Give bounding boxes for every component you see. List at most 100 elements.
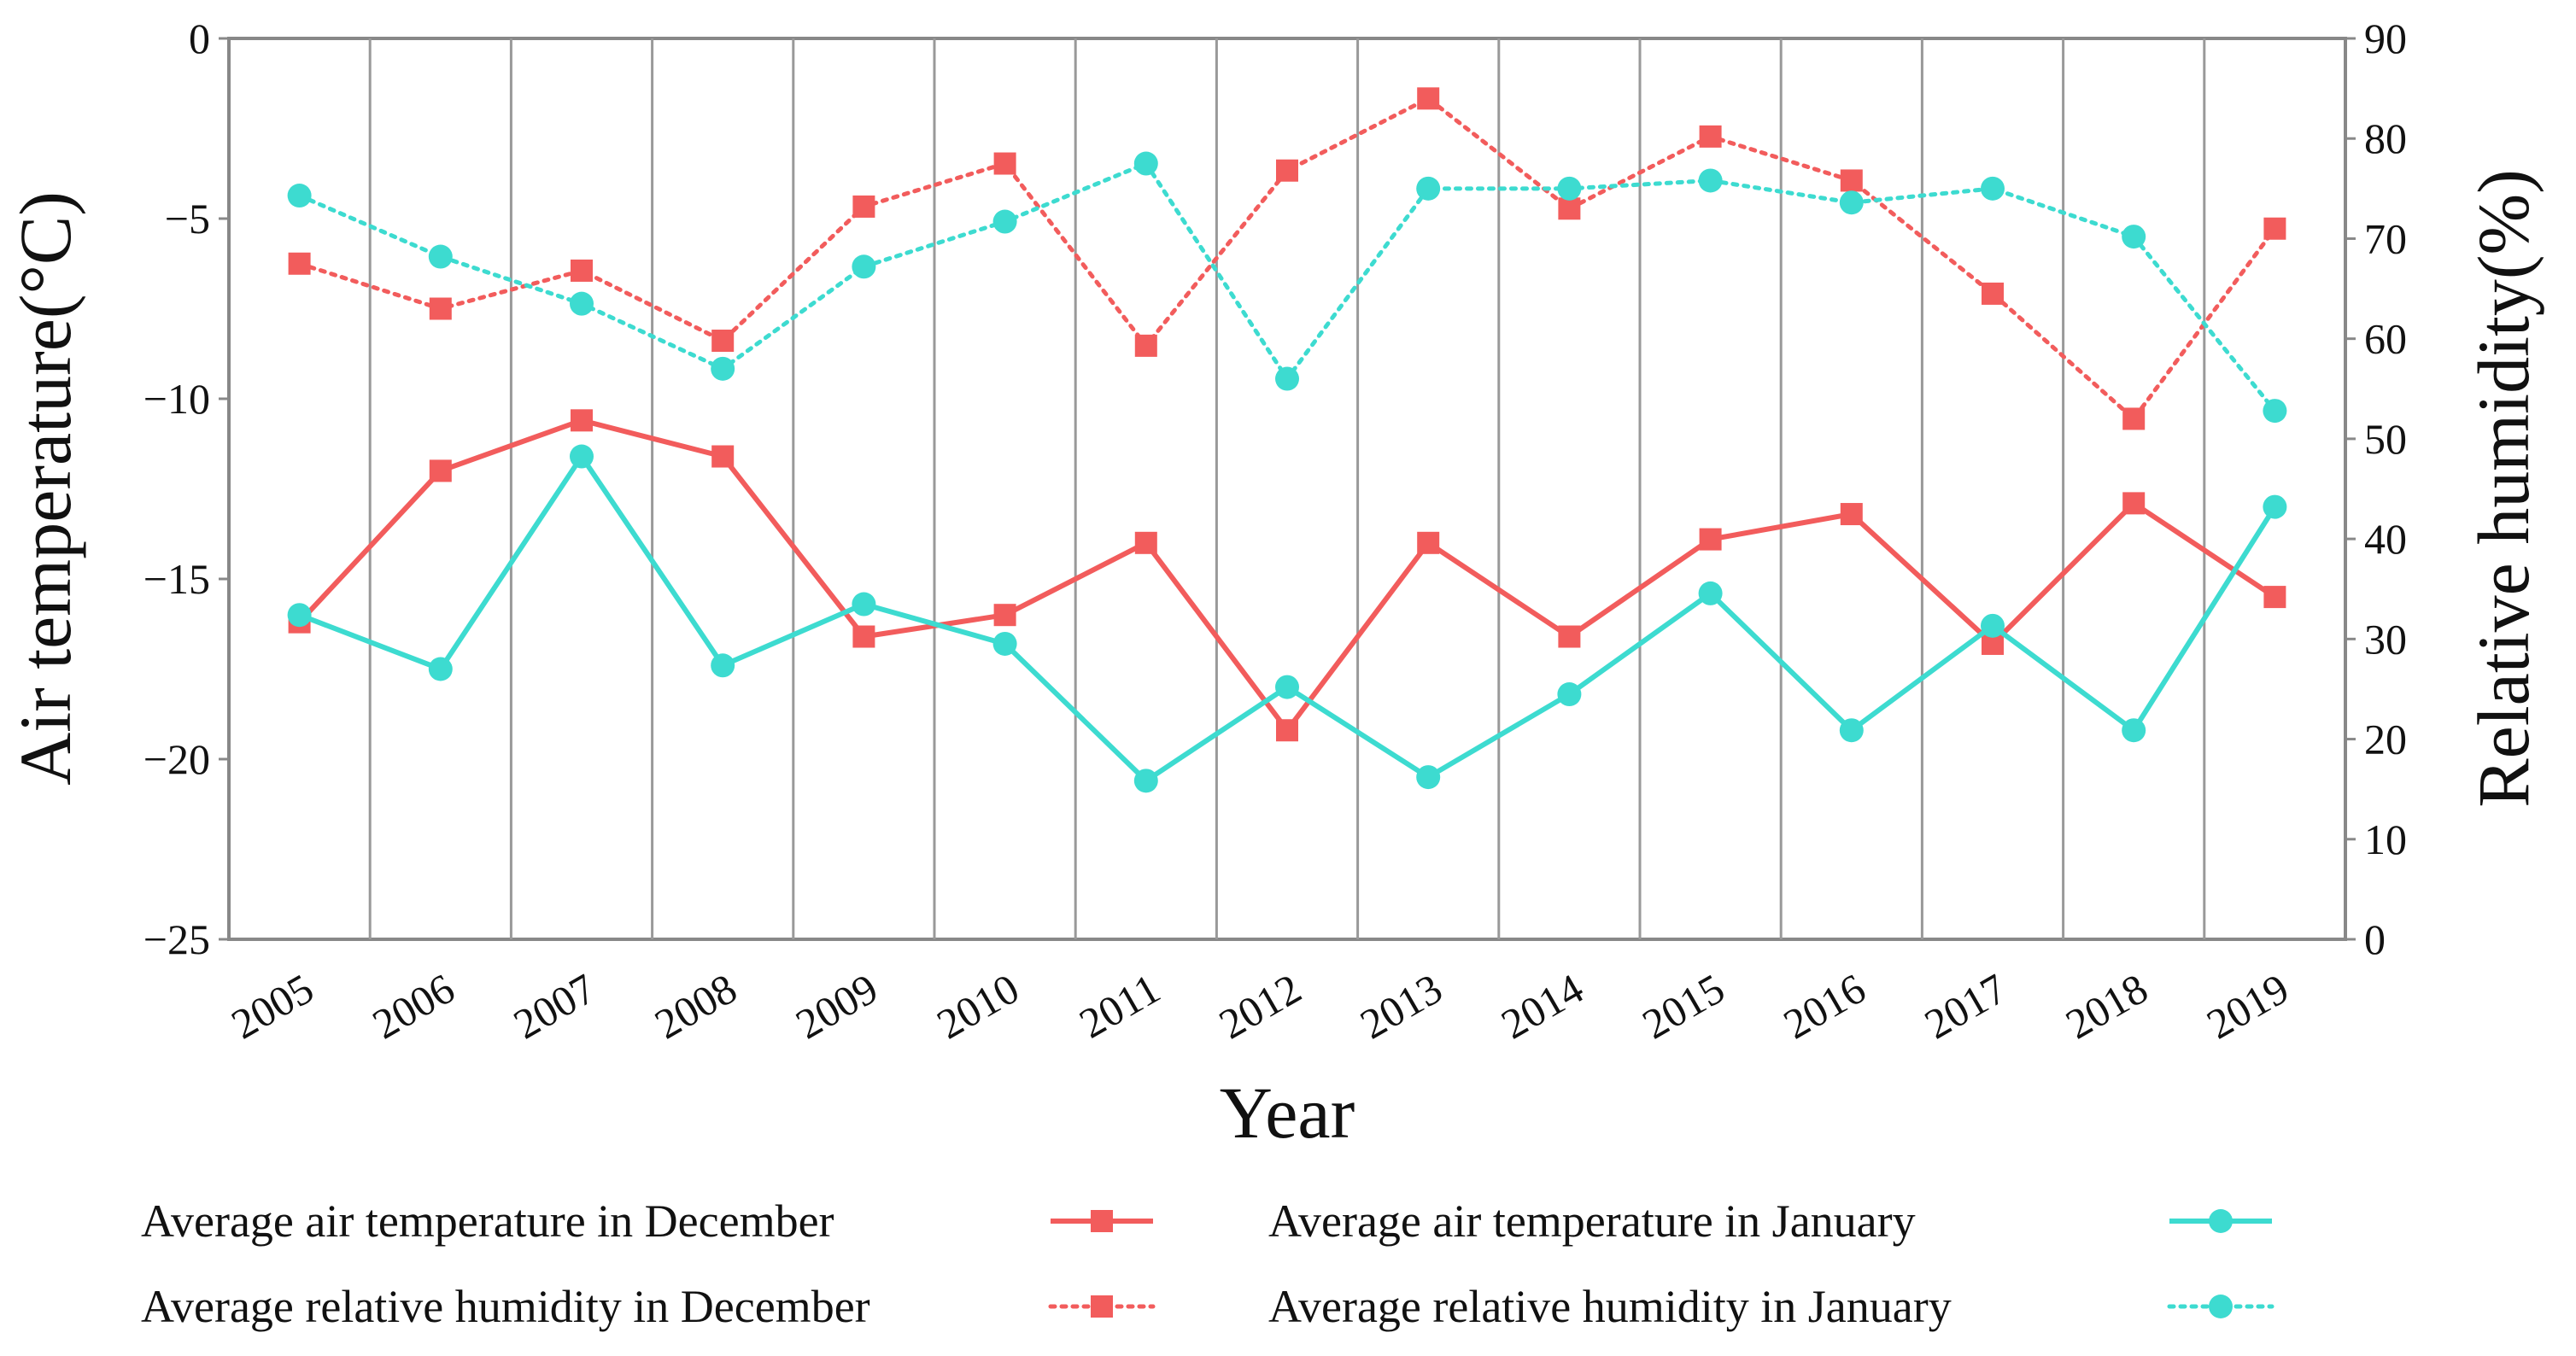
x-tick-label: 2007 [506,964,604,1048]
data-point [287,184,312,208]
x-axis-ticks: 2005 2006 2007 2008 2009 2010 2011 2012 2013 2014… [223,964,2296,1048]
left-tick-label: −10 [143,375,210,423]
data-point [1699,528,1722,551]
right-tick-label: 20 [2364,716,2407,763]
right-tick-label: 10 [2364,815,2407,863]
data-point [287,603,312,628]
data-point [1417,531,1440,554]
legend-swatch-marker [2209,1295,2233,1318]
data-point [1558,197,1581,220]
data-point [711,330,735,353]
legend-swatch [1051,1210,1153,1232]
data-point [1839,718,1864,743]
right-tick-label: 50 [2364,415,2407,463]
data-point [852,254,876,279]
data-point [571,409,593,432]
data-point [1416,765,1441,790]
x-tick-label: 2010 [928,964,1027,1048]
y-axis-title: Air temperature(°C) [4,191,86,786]
data-point [992,631,1017,656]
data-point [1840,503,1863,526]
data-point [2263,586,2286,609]
data-point [429,297,452,320]
x-tick-label: 2019 [2198,964,2297,1048]
data-point [1698,168,1723,193]
data-point [1698,581,1723,605]
right-tick-label: 80 [2364,114,2407,162]
legend-swatch [2169,1209,2272,1233]
data-point [992,209,1017,234]
legend: Average air temperature in December Aver… [141,1195,2274,1332]
data-point [570,291,594,316]
legend-label-jan-temp: Average air temperature in January [1268,1195,1916,1247]
right-axis-ticks: 90 80 70 60 50 40 30 20 10 0 [2345,15,2407,963]
data-point [570,444,594,469]
data-point [993,604,1016,627]
left-tick-label: −20 [143,735,210,783]
data-point [1134,334,1157,357]
data-point [2263,494,2287,519]
legend-label-dec-humidity: Average relative humidity in December [141,1281,870,1332]
x-tick-label: 2014 [1493,964,1591,1048]
data-point [711,653,735,678]
data-point [852,592,876,617]
data-point [1275,675,1299,699]
left-tick-label: −15 [143,555,210,603]
data-point [1276,159,1298,182]
right-tick-label: 60 [2364,315,2407,363]
x-tick-label: 2009 [787,964,886,1048]
data-point [1275,366,1299,391]
right-tick-label: 40 [2364,515,2407,563]
series-3 [287,151,2287,424]
x-tick-label: 2008 [647,964,745,1048]
series-2 [288,87,2286,430]
x-tick-label: 2013 [1352,964,1450,1048]
data-point [429,459,452,482]
data-point [2122,407,2146,430]
x-tick-label: 2016 [1776,964,1874,1048]
x-tick-label: 2015 [1634,964,1732,1048]
left-tick-label: −5 [165,195,210,243]
legend-label-jan-humidity: Average relative humidity in January [1268,1281,1952,1332]
series-0 [288,409,2286,742]
legend-swatch-marker [1091,1295,1113,1318]
data-point [288,252,311,275]
x-tick-label: 2011 [1071,964,1168,1048]
data-point [993,152,1016,175]
data-point [1557,176,1582,201]
data-point [1134,531,1157,554]
gridlines [368,38,2206,939]
data-point [2122,718,2146,743]
left-tick-label: 0 [189,15,210,62]
right-tick-label: 30 [2364,615,2407,663]
data-point [1981,176,2005,201]
data-point [1133,769,1158,793]
legend-label-dec-temp: Average air temperature in December [141,1195,834,1247]
data-point [1133,151,1158,176]
right-tick-label: 70 [2364,214,2407,262]
data-point [852,625,875,648]
data-point [1417,87,1440,110]
data-point [571,259,593,282]
x-tick-label: 2005 [223,964,321,1048]
legend-swatch-marker [2209,1209,2233,1233]
legend-swatch [2167,1295,2274,1318]
data-point [711,445,735,468]
data-point [1557,682,1582,707]
data-point [711,356,735,381]
x-tick-label: 2018 [2058,964,2156,1048]
legend-swatch [1048,1295,1156,1318]
series-1 [287,444,2287,793]
data-point [2122,225,2146,249]
left-tick-label: −25 [143,915,210,963]
x-tick-label: 2012 [1211,964,1309,1048]
plot-frame [227,37,2347,941]
x-axis-title: Year [1220,1072,1355,1154]
data-point [1699,125,1722,148]
data-point [852,195,875,218]
x-tick-label: 2006 [365,964,463,1048]
right-tick-label: 90 [2364,15,2407,62]
right-tick-label: 0 [2364,915,2386,963]
data-point [1416,176,1441,201]
